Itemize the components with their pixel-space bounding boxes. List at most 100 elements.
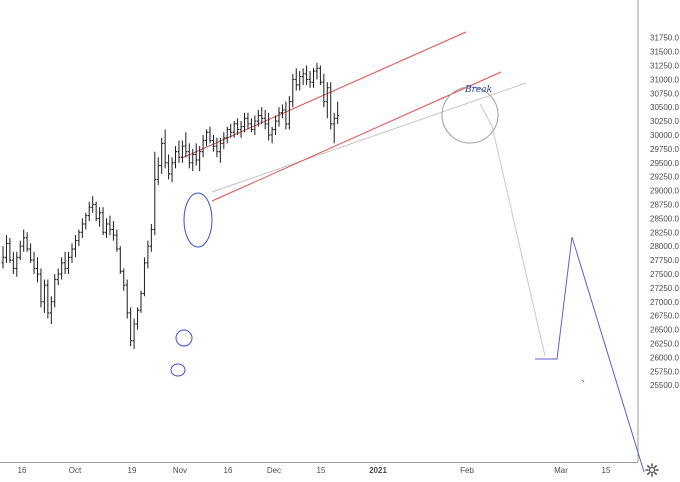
ohlc-bar[interactable] [284,101,288,130]
ohlc-bar[interactable] [315,62,319,80]
ohlc-bar[interactable] [98,207,102,227]
ohlc-bar[interactable] [163,129,167,169]
ohlc-bar[interactable] [129,307,133,347]
gear-icon[interactable] [645,463,659,477]
ohlc-bar[interactable] [312,68,315,88]
ohlc-bar[interactable] [205,129,209,147]
ohlc-bar[interactable] [32,251,36,274]
ohlc-bar[interactable] [125,279,129,319]
highlight-ellipse-breakout[interactable] [183,192,213,248]
ohlc-bar[interactable] [136,307,140,330]
price-axis[interactable]: 31750.0 31500.0 31250.0 31000.0 30750.0 30500… [650,34,679,391]
ohlc-bar[interactable] [18,240,22,261]
ohlc-bar[interactable] [70,243,74,263]
ohlc-bar[interactable] [336,101,340,124]
ohlc-bar[interactable] [84,212,88,230]
ohlc-bar[interactable] [260,107,264,124]
ohlc-bar[interactable] [56,268,60,286]
ohlc-bar[interactable] [198,146,202,172]
ohlc-bar[interactable] [267,112,271,141]
ohlc-bar[interactable] [4,235,8,263]
ohlc-bar[interactable] [274,115,278,135]
ohlc-bar[interactable] [11,251,15,274]
time-axis[interactable]: 16 Oct 19 Nov 16 Dec 15 2021 Feb Mar 15 [18,466,611,475]
ohlc-bar[interactable] [149,223,153,252]
ohlc-bar[interactable] [101,207,105,236]
ohlc-bar[interactable] [80,218,84,238]
ohlc-bar[interactable] [60,257,64,280]
ohlc-bar[interactable] [332,112,336,144]
ohlc-bar[interactable] [77,229,81,247]
ohlc-bar[interactable] [91,196,95,213]
ohlc-bar[interactable] [305,65,309,85]
ohlc-bar[interactable] [325,82,329,119]
ohlc-bar[interactable] [170,157,174,183]
ohlc-bar[interactable] [291,73,295,108]
ohlc-bar[interactable] [94,201,98,222]
ohlc-bar[interactable] [53,274,57,308]
highlight-ellipse-gap-top[interactable] [175,329,193,347]
ohlc-bar[interactable] [105,218,108,238]
ohlc-bar[interactable] [229,123,233,138]
ohlc-bar[interactable] [201,135,205,158]
ohlc-bar[interactable] [249,118,253,133]
ohlc-bar[interactable] [111,221,115,241]
ohlc-bar[interactable] [132,318,136,350]
ohlc-bar[interactable] [222,132,226,149]
ohlc-bar[interactable] [263,109,267,130]
ohlc-bar[interactable] [232,121,236,138]
projection-path-blue[interactable] [535,236,645,473]
ohlc-bar[interactable] [42,279,46,313]
ohlc-bar[interactable] [174,146,177,169]
ohlc-bar[interactable] [25,232,29,252]
ohlc-bar[interactable] [194,143,198,166]
ohlc-bar[interactable] [49,296,53,325]
ohlc-bar[interactable] [318,65,322,85]
ohlc-bar[interactable] [8,237,12,263]
ohlc-bar[interactable] [36,257,39,283]
ohlc-bar[interactable] [87,201,91,222]
ohlc-bar[interactable] [39,268,43,308]
ohlc-bar[interactable] [215,137,219,158]
ohlc-bar[interactable] [236,118,240,135]
ohlc-bar[interactable] [142,257,146,297]
ohlc-bar[interactable] [287,96,291,130]
ohlc-bar[interactable] [46,279,50,319]
ohlc-bar[interactable] [187,143,191,169]
ohlc-bar[interactable] [308,71,312,88]
ohlc-bar[interactable] [329,82,333,130]
support-trendline[interactable] [211,82,527,193]
ohlc-bar[interactable] [108,215,112,236]
ohlc-bar[interactable] [218,137,222,163]
ohlc-bar[interactable] [239,121,243,138]
ohlc-bar[interactable] [167,154,171,180]
ohlc-bar[interactable] [67,251,71,274]
ohlc-bar[interactable] [177,140,181,163]
ohlc-bar[interactable] [118,246,122,274]
ohlc-bar[interactable] [280,104,284,119]
ohlc-bar[interactable] [294,68,298,91]
ohlc-bar[interactable] [115,229,119,252]
ohlc-bar[interactable] [225,126,229,144]
ohlc-series[interactable] [1,62,340,350]
ohlc-bar[interactable] [156,157,160,186]
ohlc-bar[interactable] [243,112,246,133]
ohlc-bar[interactable] [246,112,250,130]
ohlc-bar[interactable] [277,107,281,127]
ohlc-bar[interactable] [208,126,212,144]
ohlc-bar[interactable] [253,115,257,135]
highlight-ellipse-gap-bottom[interactable] [170,363,186,377]
ohlc-bar[interactable] [29,243,33,263]
ohlc-bar[interactable] [146,240,150,269]
ohlc-bar[interactable] [298,71,302,91]
ohlc-bar[interactable] [180,140,184,163]
ohlc-bar[interactable] [1,246,5,269]
ohlc-bar[interactable] [191,148,195,172]
channel-lower-line[interactable] [211,71,502,202]
ohlc-bar[interactable] [301,68,305,85]
ohlc-bar[interactable] [211,135,215,152]
ohlc-bar[interactable] [73,235,77,258]
ohlc-bar[interactable] [160,137,164,174]
ohlc-bar[interactable] [15,251,19,277]
